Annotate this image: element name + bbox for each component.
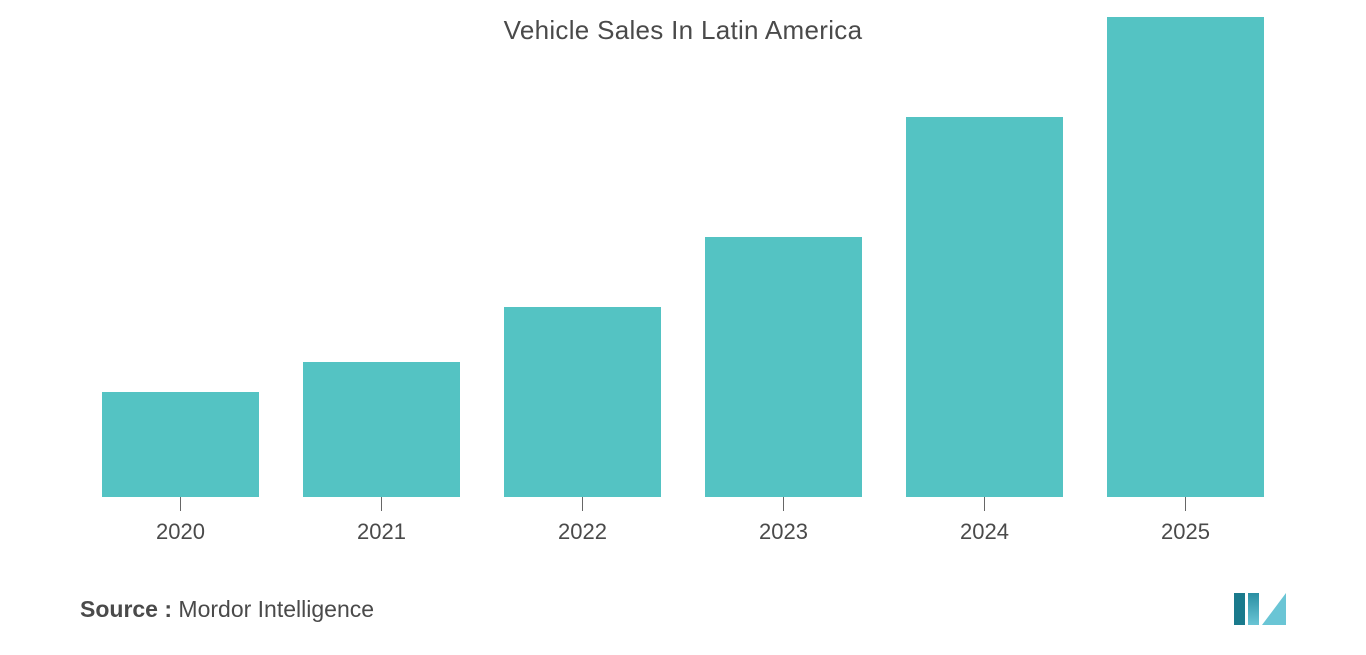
logo-bars-icon: [1234, 593, 1286, 625]
chart-footer: Source : Mordor Intelligence: [0, 593, 1366, 625]
bar: [705, 237, 862, 497]
x-tick: [1185, 497, 1186, 511]
bar: [102, 392, 259, 497]
x-tick: [783, 497, 784, 511]
x-axis-label: 2021: [357, 519, 406, 545]
bar: [1107, 17, 1264, 497]
bar-group: 2024: [884, 117, 1085, 545]
bar-group: 2022: [482, 307, 683, 545]
source-attribution: Source : Mordor Intelligence: [80, 596, 374, 623]
x-axis-label: 2022: [558, 519, 607, 545]
x-axis-label: 2024: [960, 519, 1009, 545]
x-axis-label: 2025: [1161, 519, 1210, 545]
x-tick: [180, 497, 181, 511]
bar-group: 2021: [281, 362, 482, 545]
bar-group: 2025: [1085, 17, 1286, 545]
logo-bar-1: [1234, 593, 1245, 625]
x-tick: [984, 497, 985, 511]
x-tick: [582, 497, 583, 511]
mordor-logo: [1234, 593, 1286, 625]
plot-area: 2020 2021 2022 2023 2024 2025: [80, 66, 1286, 546]
bar: [504, 307, 661, 497]
source-text: Mordor Intelligence: [172, 596, 374, 622]
chart-container: Vehicle Sales In Latin America 202020212…: [0, 0, 1366, 655]
bar-group: 2023: [683, 237, 884, 545]
logo-bar-2: [1248, 593, 1259, 625]
x-tick: [381, 497, 382, 511]
bar: [303, 362, 460, 497]
source-label: Source :: [80, 596, 172, 622]
logo-triangle-icon: [1262, 593, 1286, 625]
bar-group: 2020: [80, 392, 281, 545]
x-axis-label: 2020: [156, 519, 205, 545]
bar: [906, 117, 1063, 497]
x-axis-label: 2023: [759, 519, 808, 545]
